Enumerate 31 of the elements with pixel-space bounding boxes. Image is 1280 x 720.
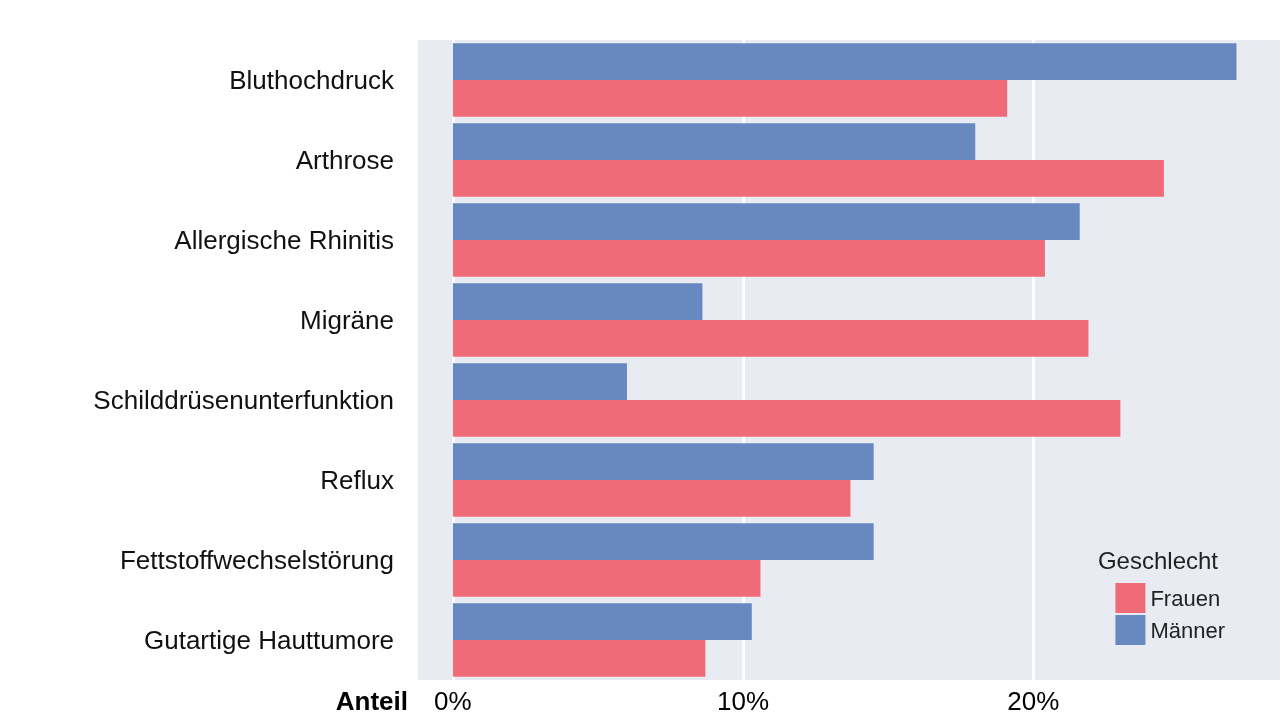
bar bbox=[452, 320, 1089, 357]
y-tick-label: Bluthochdruck bbox=[229, 65, 395, 95]
y-tick-label: Allergische Rhinitis bbox=[174, 225, 394, 255]
bar bbox=[452, 240, 1045, 277]
y-tick-label: Migräne bbox=[300, 305, 394, 335]
x-axis-title: Anteil bbox=[335, 686, 408, 716]
y-tick-label: Reflux bbox=[320, 465, 394, 495]
bar bbox=[452, 283, 703, 320]
x-tick-label: 0% bbox=[434, 686, 472, 716]
legend-label: Männer bbox=[1150, 617, 1225, 643]
legend-label: Frauen bbox=[1150, 585, 1221, 611]
bar bbox=[452, 443, 874, 480]
bar bbox=[452, 160, 1164, 197]
bar bbox=[452, 203, 1080, 240]
legend-title: Geschlecht bbox=[1097, 546, 1219, 574]
y-tick-label: Schilddrüsenunterfunktion bbox=[93, 385, 394, 415]
y-tick-label: Arthrose bbox=[295, 145, 394, 175]
bar bbox=[452, 603, 752, 640]
bar bbox=[452, 363, 627, 400]
bar bbox=[452, 80, 1008, 117]
bar bbox=[452, 640, 706, 677]
y-tick-label: Fettstoffwechselstörung bbox=[119, 545, 394, 575]
bar bbox=[452, 123, 976, 160]
bar bbox=[452, 560, 761, 597]
bar bbox=[452, 400, 1121, 437]
bar bbox=[452, 523, 874, 560]
x-tick-label: 10% bbox=[717, 686, 770, 716]
x-tick-label: 20% bbox=[1007, 686, 1060, 716]
bar bbox=[452, 43, 1237, 80]
bar bbox=[452, 480, 851, 517]
y-tick-label: Gutartige Hauttumore bbox=[143, 625, 394, 655]
